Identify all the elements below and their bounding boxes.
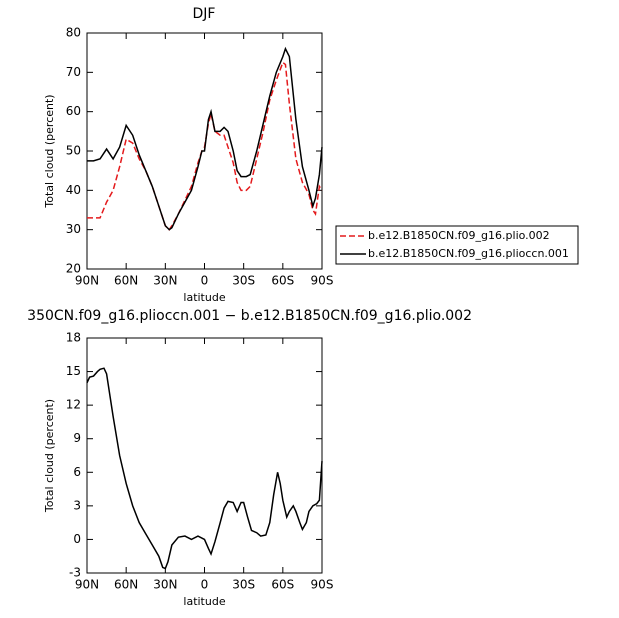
- y-tick-label: 3: [73, 498, 81, 512]
- x-tick-label: 60N: [114, 274, 138, 288]
- y-tick-label: 15: [66, 364, 81, 378]
- legend-box: [335, 225, 579, 265]
- plot-frame: [86, 337, 323, 574]
- y-tick-label: -3: [69, 566, 81, 580]
- x-tick-label: 30N: [153, 578, 177, 592]
- y-tick-label: 12: [66, 398, 81, 412]
- x-tick-label: 60N: [114, 578, 138, 592]
- y-tick-label: 0: [73, 532, 81, 546]
- y-tick-label: 80: [66, 26, 81, 40]
- y-tick-label: 30: [66, 222, 81, 236]
- series-line: [87, 61, 323, 231]
- y-tick-label: 70: [66, 65, 81, 79]
- x-axis-label: latitude: [183, 595, 225, 608]
- y-axis-label: Total cloud (percent): [43, 94, 56, 208]
- x-tick-label: 90S: [311, 578, 334, 592]
- chart-title: 350CN.f09_g16.plioccn.001 − b.e12.B1850C…: [27, 308, 472, 324]
- y-tick-label: 18: [66, 331, 81, 345]
- chart-title: DJF: [193, 6, 216, 22]
- series-line: [87, 46, 323, 231]
- x-axis-label: latitude: [183, 291, 225, 304]
- x-tick-label: 30S: [232, 274, 255, 288]
- y-tick-label: 9: [73, 431, 81, 445]
- x-tick-label: 30N: [153, 274, 177, 288]
- x-tick-label: 60S: [271, 578, 294, 592]
- x-tick-label: 90N: [75, 274, 99, 288]
- x-tick-label: 30S: [232, 578, 255, 592]
- y-axis-label: Total cloud (percent): [43, 399, 56, 513]
- x-tick-label: 0: [201, 274, 209, 288]
- y-tick-label: 20: [66, 262, 81, 276]
- series-line: [86, 367, 323, 570]
- y-tick-label: 40: [66, 183, 81, 197]
- y-tick-label: 50: [66, 144, 81, 158]
- x-tick-label: 90N: [75, 578, 99, 592]
- y-tick-label: 6: [73, 465, 81, 479]
- x-tick-label: 90S: [311, 274, 334, 288]
- legend-label: b.e12.B1850CN.f09_g16.plio.002: [368, 229, 550, 242]
- x-tick-label: 60S: [271, 274, 294, 288]
- legend-label: b.e12.B1850CN.f09_g16.plioccn.001: [368, 247, 569, 260]
- y-tick-label: 60: [66, 104, 81, 118]
- x-tick-label: 0: [201, 578, 209, 592]
